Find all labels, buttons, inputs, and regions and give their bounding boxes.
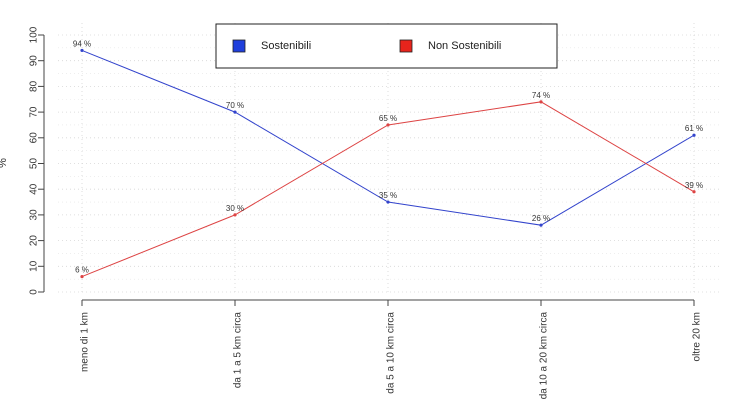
data-label: 39 % [685,181,703,190]
data-point [386,123,390,127]
x-tick-label: da 10 a 20 km circa [539,312,550,400]
y-tick-label: 40 [29,183,40,195]
legend: Sostenibili Non Sostenibili [215,23,558,69]
data-point [539,100,543,104]
legend-item: Non Sostenibili [399,39,501,53]
data-label: 6 % [75,266,89,275]
legend-box [215,23,558,69]
y-tick-label: 30 [29,209,40,221]
y-tick-label: 0 [29,289,40,295]
series-non-sostenibili: 6 % 30 % 65 % 74 % 39 % [75,91,703,279]
legend-swatch [399,39,413,53]
data-label: 26 % [532,214,550,223]
x-tick-label: meno di 1 km [80,312,91,372]
x-tick-label: da 5 a 10 km circa [386,312,397,394]
data-point [386,200,390,204]
data-point [233,110,237,114]
data-label: 65 % [379,114,397,123]
data-label: 94 % [73,39,91,48]
data-point [233,213,237,217]
series-sostenibili: 94 % 70 % 35 % 26 % 61 % [73,39,703,227]
data-point [539,223,543,227]
y-tick-label: 100 [29,26,40,43]
y-tick-label: 70 [29,106,40,118]
y-axis-label: % [0,158,9,168]
data-label: 35 % [379,191,397,200]
y-tick-label: 90 [29,55,40,67]
grid [58,23,720,295]
x-tick-label: da 1 a 5 km circa [233,312,244,389]
data-point [80,274,84,279]
series-layer: 94 % 70 % 35 % 26 % 61 % 6 % 30 % 65 % 74 % 39 % [73,39,703,279]
data-label: 61 % [685,124,703,133]
legend-label: Sostenibili [261,40,311,52]
data-label: 74 % [532,91,550,100]
legend-label: Non Sostenibili [428,40,501,52]
data-point [692,190,696,194]
legend-swatch [232,39,246,53]
x-axis: meno di 1 km da 1 a 5 km circa da 5 a 10 k… [80,299,703,400]
data-label: 30 % [226,204,244,213]
y-tick-label: 50 [29,158,40,170]
data-point [80,48,84,53]
y-tick-label: 20 [29,235,40,247]
data-label: 70 % [226,101,244,110]
legend-item: Sostenibili [232,39,311,53]
y-axis: 0 10 20 30 40 50 60 70 80 90 100 [29,26,45,295]
y-tick-label: 10 [29,260,40,272]
data-point [692,133,696,137]
y-tick-label: 60 [29,132,40,144]
y-tick-label: 80 [29,80,40,92]
x-tick-label: oltre 20 km [692,312,703,361]
